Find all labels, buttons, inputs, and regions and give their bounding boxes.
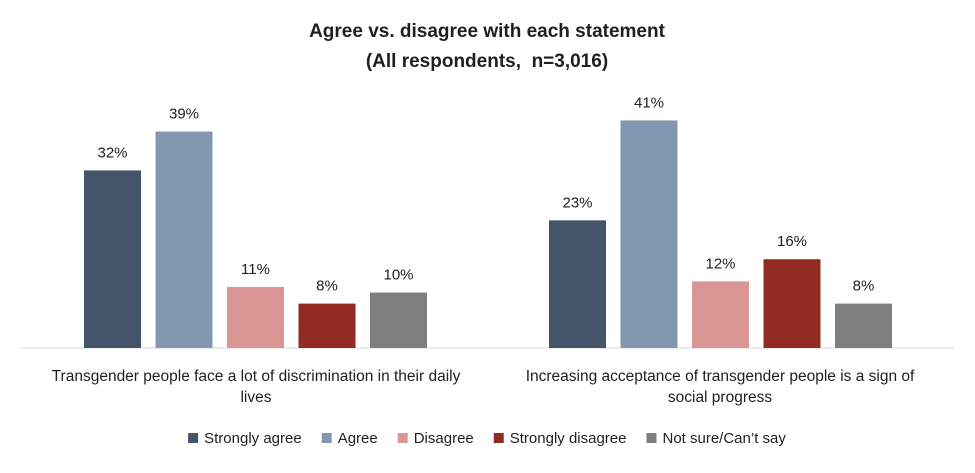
legend-label: Strongly disagree: [510, 430, 627, 447]
data-label: 23%: [562, 194, 592, 211]
bar-strongly-agree-cat-2: [549, 220, 606, 348]
category-labels-layer: Transgender people face a lot of discrim…: [52, 368, 915, 406]
data-label: 11%: [241, 261, 270, 278]
category-label: Transgender people face a lot of discrim…: [52, 368, 461, 385]
legend-swatch: [321, 433, 332, 443]
category-label: social progress: [668, 389, 772, 406]
chart-subtitle: (All respondents, n=3,016): [366, 51, 608, 72]
data-label: 32%: [97, 144, 127, 161]
bar-strongly-disagree-cat-1: [298, 303, 356, 348]
data-label: 12%: [705, 255, 735, 272]
data-label: 16%: [777, 233, 807, 250]
legend-swatch: [397, 433, 408, 443]
chart-title: Agree vs. disagree with each statement: [309, 21, 666, 42]
legend-label: Disagree: [414, 430, 474, 447]
bar-disagree-cat-1: [227, 286, 284, 348]
legend-label: Strongly agree: [204, 430, 302, 447]
data-labels-layer: 32% 39% 11% 8% 10% 23% 41% 12% 16% 8%: [97, 94, 874, 294]
data-label: 41%: [634, 94, 664, 111]
legend-label: Agree: [338, 430, 378, 447]
data-label: 8%: [853, 278, 875, 295]
bar-not-sure-can-t-say-cat-1: [370, 292, 427, 348]
legend-label: Not sure/Can’t say: [662, 430, 786, 447]
legend-swatch: [188, 433, 199, 443]
legend: Strongly agree Agree Disagree Strongly disa…: [188, 430, 786, 447]
legend-swatch: [493, 433, 504, 443]
bar-strongly-disagree-cat-2: [763, 259, 821, 348]
bar-agree-cat-1: [155, 131, 213, 348]
bar-strongly-agree-cat-1: [84, 170, 141, 348]
bars-layer: [84, 120, 892, 348]
category-label: Increasing acceptance of transgender peo…: [526, 368, 915, 385]
bar-agree-cat-2: [620, 120, 678, 348]
bar-disagree-cat-2: [692, 281, 749, 348]
category-label: lives: [240, 389, 271, 406]
data-label: 39%: [169, 106, 199, 123]
bar-not-sure-can-t-say-cat-2: [835, 303, 892, 348]
legend-swatch: [646, 433, 657, 443]
data-label: 10%: [383, 267, 413, 284]
data-label: 8%: [316, 278, 338, 295]
